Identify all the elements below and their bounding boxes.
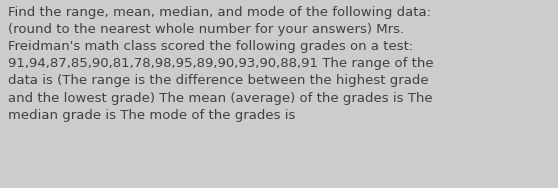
Text: Find the range, mean, median, and mode of the following data:
(round to the near: Find the range, mean, median, and mode o… — [8, 6, 434, 122]
